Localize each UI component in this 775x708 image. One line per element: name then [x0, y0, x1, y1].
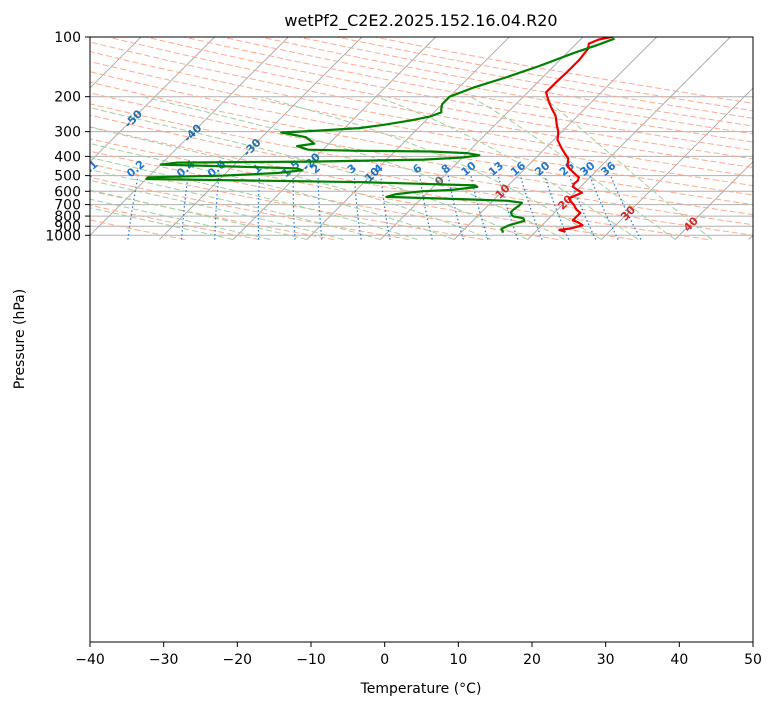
mixing-ratio-label: 0.1 — [77, 158, 100, 180]
x-tick-label: 0 — [380, 652, 389, 668]
y-tick-label: 1000 — [45, 228, 81, 244]
moist-adiabat-line — [470, 96, 676, 240]
x-axis-title: Temperature (°C) — [360, 681, 482, 697]
dry-adiabat-line — [222, 37, 753, 135]
dry-adiabat-line — [184, 37, 753, 143]
moist-adiabat-line — [376, 96, 639, 240]
dry-adiabat-line — [90, 126, 708, 240]
isotherm-line — [601, 87, 753, 240]
y-tick-label: 600 — [54, 184, 81, 200]
dry-adiabat-line — [90, 190, 335, 240]
x-tick-label: 20 — [523, 652, 541, 668]
dry-adiabat-line — [90, 163, 484, 240]
moist-adiabat-line — [90, 189, 307, 240]
dry-adiabat-line — [90, 51, 753, 177]
isotherm-line — [90, 37, 215, 163]
moist-adiabat-line — [90, 126, 492, 240]
dry-adiabat-line — [90, 41, 753, 169]
mixing-ratio-line — [610, 175, 642, 240]
isotherm-line — [453, 37, 657, 240]
plot-frame — [89, 36, 754, 643]
moist-adiabat-line — [142, 96, 565, 240]
dry-adiabat-line — [90, 176, 409, 240]
profile-lines — [145, 37, 618, 234]
moist-adiabat-line — [259, 96, 602, 240]
dry-adiabat-line — [90, 138, 633, 240]
isotherm-line — [527, 37, 731, 240]
background-grid — [90, 37, 753, 240]
x-tick-label: 50 — [744, 652, 762, 668]
dry-adiabat-line — [90, 204, 260, 240]
x-axis: −40 −30 −20 −10 0 10 20 30 40 50 — [75, 642, 762, 668]
mixing-ratio-line — [519, 175, 543, 240]
x-tick-label: −30 — [149, 652, 179, 668]
moist-adiabat-line — [542, 96, 713, 240]
y-tick-label: 800 — [54, 209, 81, 225]
dry-adiabat-line — [90, 103, 753, 226]
moist-adiabat-line — [90, 207, 234, 240]
mixing-ratio-line — [419, 175, 433, 240]
dry-adiabat-line — [90, 150, 559, 240]
chart-title: wetPf2_C2E2.2025.152.16.04.R20 — [284, 11, 557, 31]
mixing-ratio-line — [447, 175, 464, 240]
isotherm-line — [159, 37, 363, 240]
x-tick-label: 10 — [449, 652, 467, 668]
isotherm-line — [232, 37, 436, 240]
dry-adiabat-line — [90, 71, 753, 196]
x-tick-label: 40 — [670, 652, 688, 668]
mixing-ratio-line — [214, 175, 220, 240]
y-tick-label: 200 — [54, 90, 81, 106]
y-tick-label: 900 — [54, 219, 81, 235]
dry-adiabat-line — [90, 81, 753, 206]
isotherm-line — [380, 37, 584, 240]
mixing-ratio-line — [497, 175, 519, 240]
y-axis-title: Pressure (hPa) — [12, 289, 28, 389]
y-tick-label: 400 — [54, 149, 81, 165]
y-tick-label: 300 — [54, 125, 81, 141]
mixing-ratio-line — [589, 175, 619, 240]
mixing-ratio-line — [568, 175, 597, 240]
mixing-ratio-line — [470, 175, 489, 240]
mixing-ratio-line — [544, 175, 570, 240]
y-tick-label: 100 — [54, 30, 81, 46]
y-tick-label: 700 — [54, 198, 81, 214]
x-tick-label: −40 — [75, 652, 105, 668]
x-tick-label: −10 — [296, 652, 326, 668]
isotherm-line — [674, 160, 753, 240]
x-tick-label: −20 — [223, 652, 253, 668]
dry-adiabat-line — [90, 114, 753, 236]
temperature-profile-line — [544, 37, 618, 233]
moist-adiabat-line — [90, 142, 455, 240]
dry-adiabat-line — [107, 37, 753, 160]
moist-adiabat-line — [90, 107, 529, 240]
x-tick-label: 30 — [597, 652, 615, 668]
y-tick-label: 500 — [54, 169, 81, 185]
mixing-ratio-line — [257, 175, 261, 240]
mixing-ratio-line — [292, 175, 296, 240]
dewpoint-profile-line — [145, 37, 615, 234]
moist-adiabat-line — [90, 169, 381, 240]
isotherm-line — [90, 37, 142, 89]
